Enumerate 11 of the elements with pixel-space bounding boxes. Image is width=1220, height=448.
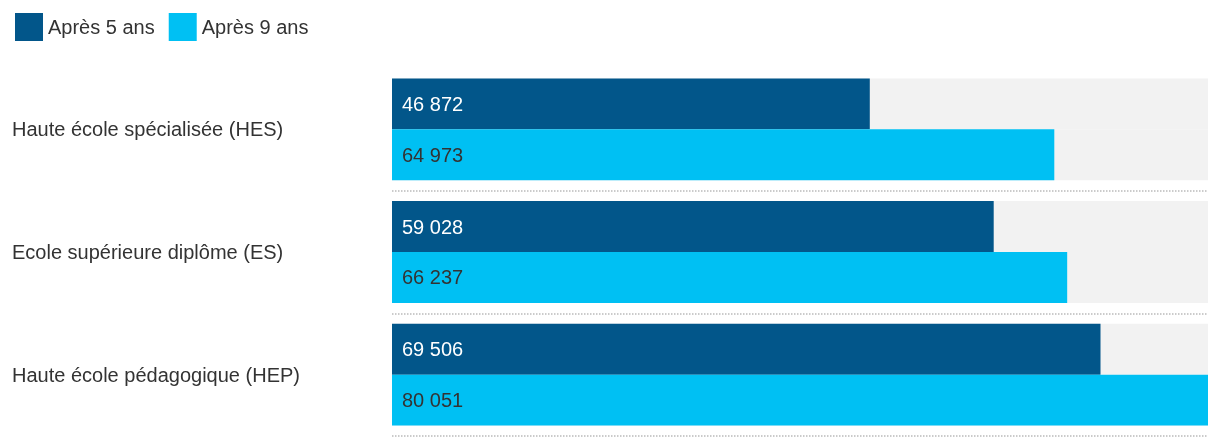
legend-label: Après 5 ans <box>48 16 155 38</box>
data-label: 66 237 <box>402 266 464 289</box>
y-tick-label: Haute école spécialisée (HES) <box>12 118 284 141</box>
data-label: 46 872 <box>402 92 464 115</box>
data-label: 69 506 <box>402 338 464 361</box>
data-label: 64 973 <box>402 143 464 166</box>
y-tick-label: Ecole supérieure diplôme (ES) <box>12 241 284 263</box>
legend-label: Après 9 ans <box>201 16 309 38</box>
data-label: 59 028 <box>402 215 464 238</box>
data-label: 80 051 <box>402 389 464 412</box>
y-tick-label: Haute école pédagogique (HEP) <box>12 363 300 386</box>
